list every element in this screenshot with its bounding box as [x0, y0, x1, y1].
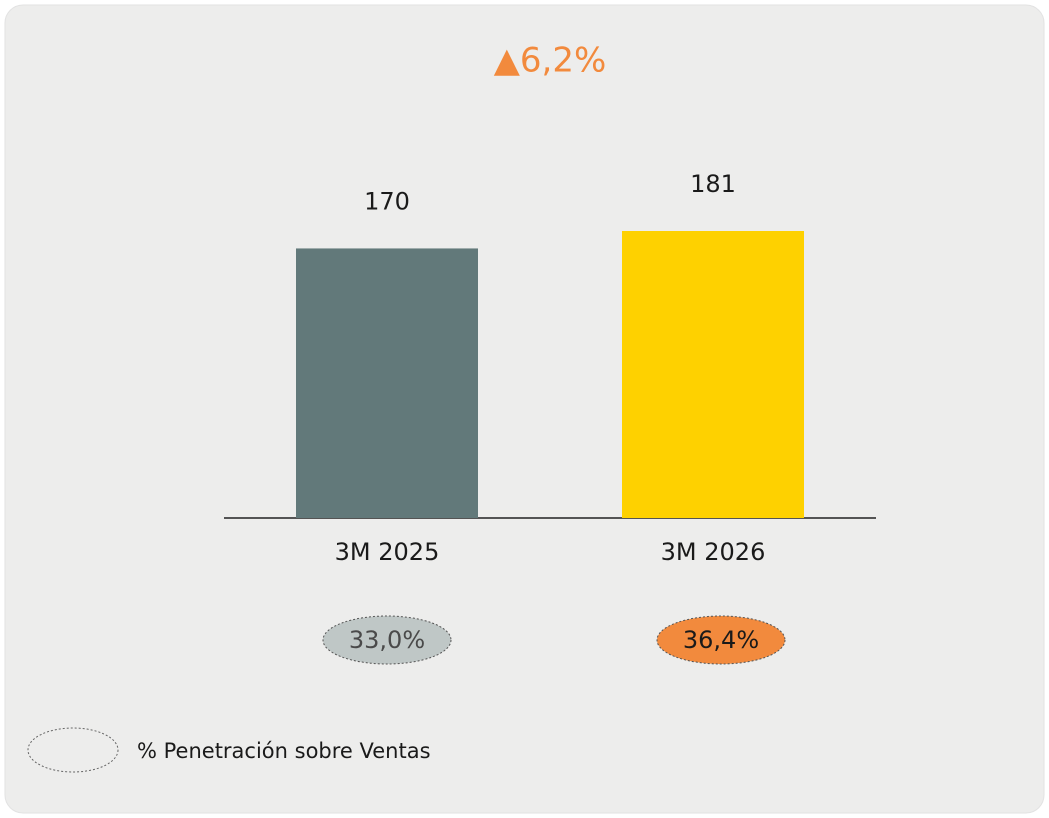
bar	[622, 231, 804, 518]
penetration-label: 36,4%	[683, 626, 759, 654]
penetration-badge	[322, 615, 452, 665]
legend-swatch	[27, 727, 119, 773]
card	[4, 4, 1045, 814]
bar	[296, 248, 478, 518]
data-label: 170	[364, 187, 410, 215]
x-tick-label: 3M 2025	[335, 538, 440, 566]
penetration-badge	[656, 615, 786, 665]
x-tick-label: 3M 2026	[661, 538, 766, 566]
chart-title: ▲6,2%	[494, 41, 607, 81]
legend-label: % Penetración sobre Ventas	[137, 739, 431, 763]
penetration-label: 33,0%	[349, 626, 425, 654]
data-label: 181	[690, 170, 736, 198]
